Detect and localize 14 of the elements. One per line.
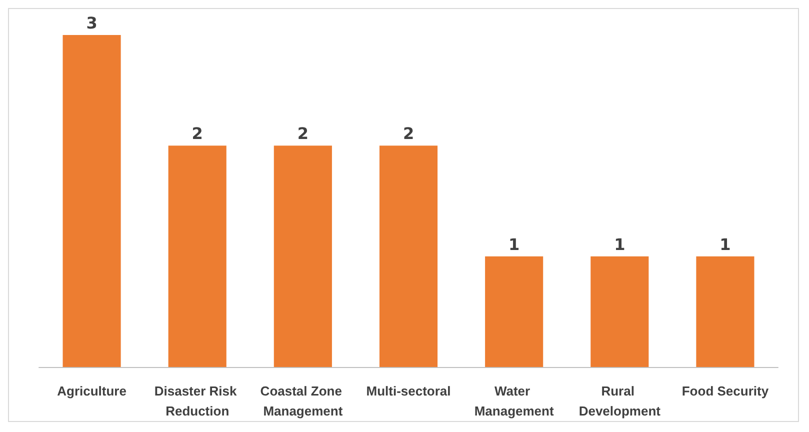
- x-tick-label: Multi-sectoral: [366, 384, 451, 398]
- data-label: 1: [614, 234, 626, 254]
- x-tick-label: Agriculture: [57, 384, 126, 398]
- x-tick-label: Rural Development: [578, 384, 662, 418]
- data-label: 2: [402, 124, 414, 144]
- x-tick-label: Food Security: [682, 384, 770, 398]
- data-label: 2: [192, 124, 203, 144]
- data-label: 3: [86, 14, 98, 32]
- x-tick-label: Disaster Risk Reduction: [154, 384, 240, 418]
- x-tick-label: Water Management: [474, 384, 554, 418]
- data-label: 1: [508, 234, 520, 254]
- x-tick-label: Coastal Zone Management: [260, 384, 346, 418]
- data-label: 1: [720, 234, 731, 254]
- data-label: 2: [297, 124, 308, 144]
